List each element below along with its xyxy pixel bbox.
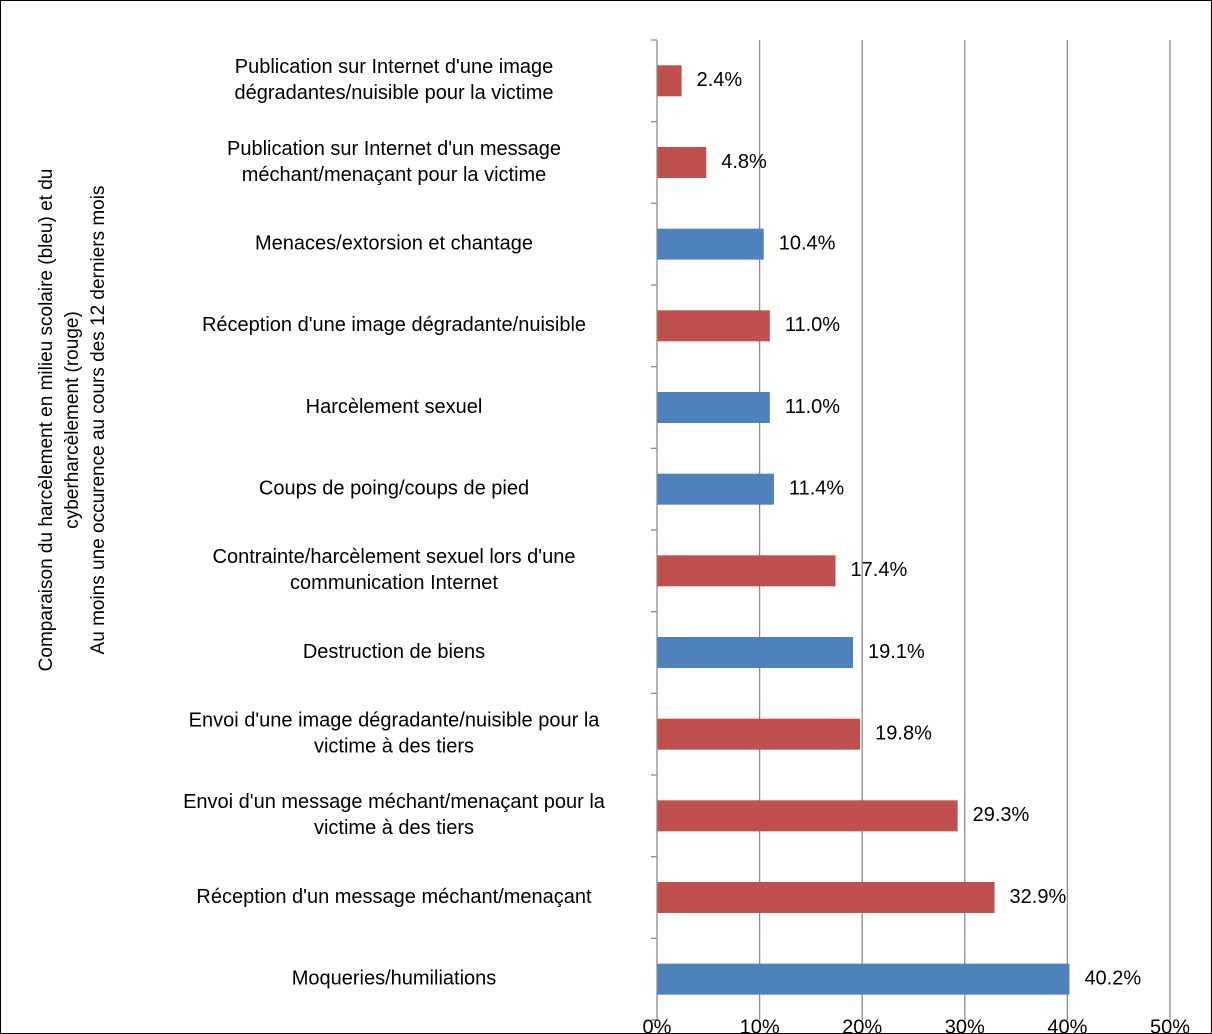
- category-label: Envoi d'un message méchant/menaçant pour…: [183, 791, 606, 839]
- bar: [657, 882, 995, 913]
- y-axis-title-line: Comparaison du harcèlement en milieu sco…: [36, 169, 57, 672]
- x-tick-label: 50%: [1150, 1017, 1190, 1034]
- x-tick-label: 10%: [740, 1017, 780, 1034]
- bar: [657, 310, 770, 342]
- category-axis: [651, 39, 658, 1021]
- bar: [657, 65, 682, 97]
- bar: [657, 147, 707, 178]
- category-label: Publication sur Internet d'une image dégr…: [234, 56, 553, 104]
- category-label: Publication sur Internet d'un message méc…: [227, 138, 561, 186]
- category-label: Moqueries/humiliations: [292, 967, 497, 989]
- x-tick-label: 20%: [842, 1017, 882, 1034]
- bar: [657, 718, 861, 750]
- bar: [657, 963, 1070, 995]
- value-label: 11.4%: [789, 477, 844, 499]
- category-label: Coups de poing/coups de pied: [259, 477, 529, 499]
- category-label: Envoi d'une image dégradante/nuisible po…: [189, 709, 601, 757]
- bars: [657, 65, 1070, 995]
- category-label: Harcèlement sexuel: [306, 396, 483, 418]
- value-label: 11.0%: [785, 396, 840, 418]
- y-axis-title-line: Au moins une occurence au cours des 12 d…: [88, 186, 109, 655]
- grid-lines: [758, 40, 1171, 1020]
- bar: [657, 637, 853, 668]
- value-label: 29.3%: [973, 804, 1030, 826]
- category-label: Réception d'une image dégradante/nuisibl…: [202, 314, 586, 336]
- value-label: 11.0%: [785, 314, 840, 336]
- value-label: 19.1%: [868, 641, 925, 663]
- value-label: 32.9%: [1010, 886, 1067, 908]
- x-tick-labels: 0% 10% 20% 30% 40% 50%: [643, 1017, 1191, 1034]
- value-label: 2.4%: [697, 69, 743, 91]
- category-labels: Publication sur Internet d'une image dégr…: [183, 56, 606, 989]
- value-label: 40.2%: [1084, 967, 1141, 989]
- value-label: 19.8%: [875, 722, 932, 744]
- x-tick-label: 30%: [945, 1017, 985, 1034]
- y-axis-title: Comparaison du harcèlement en milieu sco…: [36, 169, 109, 672]
- y-axis-title-line: cyberharcèlement (rouge): [62, 311, 83, 529]
- bar: [657, 555, 836, 587]
- category-label: Destruction de biens: [303, 641, 485, 663]
- x-tick-label: 0%: [643, 1017, 672, 1034]
- value-label: 4.8%: [721, 151, 767, 173]
- value-label: 17.4%: [851, 559, 908, 581]
- value-labels: 2.4% 4.8% 10.4% 11.0% 11.0% 11.4% 17.4% 19.1% 19…: [697, 69, 1142, 989]
- category-label: Contrainte/harcèlement sexuel lors d'une…: [213, 546, 576, 594]
- category-label: Menaces/extorsion et chantage: [255, 232, 533, 254]
- bar: [657, 392, 770, 423]
- x-tick-label: 40%: [1047, 1017, 1087, 1034]
- bar: [657, 228, 764, 260]
- bar: [657, 800, 958, 832]
- value-label: 10.4%: [779, 232, 836, 254]
- category-label: Réception d'un message méchant/menaçant: [196, 886, 592, 908]
- bar: [657, 473, 774, 505]
